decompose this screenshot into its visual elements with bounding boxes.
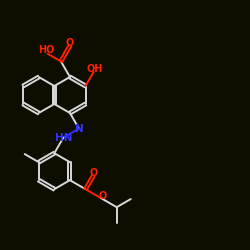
Text: O: O [66,38,74,48]
Text: O: O [99,191,107,201]
Text: OH: OH [87,64,103,74]
Text: N: N [74,124,83,134]
Text: O: O [90,168,98,178]
Text: HO: HO [38,45,54,55]
Text: HN: HN [54,132,72,142]
